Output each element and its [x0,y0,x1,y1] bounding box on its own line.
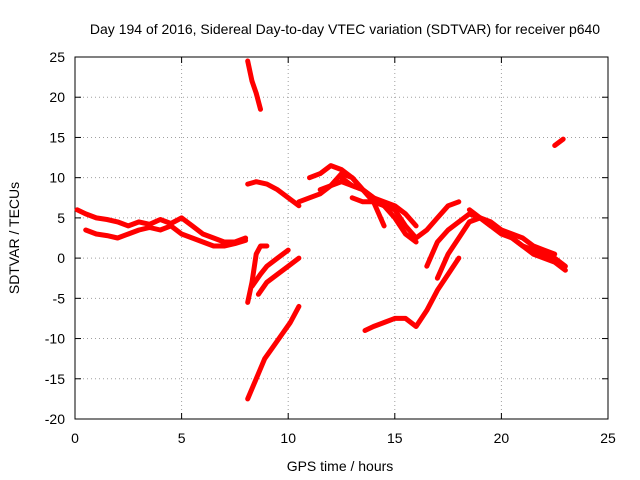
y-tick-labels: -20 -15 -10 -5 0 5 10 15 20 25 [45,49,65,427]
x-tick-label: 5 [178,430,186,446]
x-tick-label: 0 [71,430,79,446]
y-tick-label: 15 [49,129,65,145]
series-trace-arc-7 [255,255,302,297]
x-axis-label: GPS time / hours [287,458,394,474]
y-tick-label: -20 [45,411,65,427]
series-trace-arc-8 [245,303,302,402]
series-trace-arc-17 [466,207,558,257]
y-tick-label: -10 [45,331,65,347]
x-tick-label: 15 [387,430,403,446]
y-tick-label: 0 [57,250,65,266]
series-trace-arc-18 [552,136,566,148]
series-trace-arc-14 [362,255,462,333]
data-series [74,58,568,402]
grid-lines [75,57,608,419]
series-trace-arc-3 [245,58,263,112]
chart-title: Day 194 of 2016, Sidereal Day-to-day VTE… [90,21,600,37]
y-axis-label: SDTVAR / TECUs [6,182,22,294]
y-tick-label: 20 [49,89,65,105]
series-trace-arc-2 [83,223,249,249]
y-tick-label: 10 [49,170,65,186]
y-tick-label: 5 [57,210,65,226]
series-trace-arc-6 [249,247,291,289]
x-tick-label: 20 [494,430,510,446]
series-trace-arc-5 [245,243,270,305]
x-tick-label: 10 [280,430,296,446]
series-trace-arc-13 [349,195,462,241]
plot-frame [74,56,609,420]
series-trace-arc-1 [74,207,249,245]
y-tick-label: 25 [49,49,65,65]
x-tick-labels: 0 5 10 15 20 25 [71,430,616,446]
y-tick-label: -15 [45,371,65,387]
series-trace-arc-4 [245,179,302,209]
y-tick-label: -5 [53,290,66,306]
x-tick-label: 25 [600,430,616,446]
